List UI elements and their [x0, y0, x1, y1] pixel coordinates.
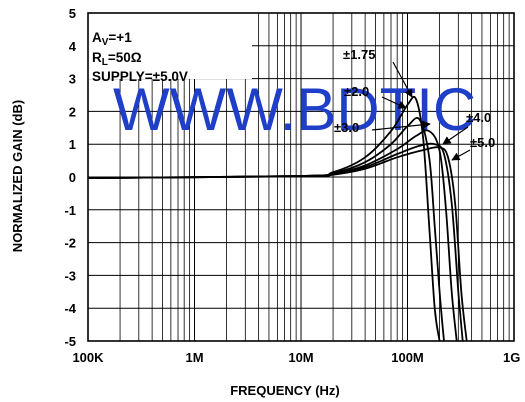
x-tick-labels: 100K 1M 10M 100M 1G: [72, 350, 520, 365]
annotation-arrow: [451, 149, 471, 161]
watermark: WWW.BDTIC: [113, 76, 476, 143]
x-tick-label: 1M: [185, 350, 203, 365]
annotation-3-0: ±3.0: [334, 120, 359, 135]
annotation-1-75: ±1.75: [343, 47, 375, 62]
y-tick-label: 1: [69, 137, 76, 152]
plot-frame: [87, 12, 515, 342]
annotation-arrow: [442, 126, 469, 145]
curve-annotations: ±1.75 ±2.0 ±3.0 ±4.0 ±5.0: [334, 47, 495, 150]
series-line: [88, 116, 445, 341]
x-tick-label: 100M: [391, 350, 424, 365]
y-tick-label: 4: [69, 39, 77, 54]
y-tick-label: 3: [69, 72, 76, 87]
y-tick-label: 2: [69, 104, 76, 119]
x-tick-label: 100K: [72, 350, 104, 365]
annotation-5-0: ±5.0: [470, 135, 495, 150]
annotation-4-0: ±4.0: [466, 110, 491, 125]
x-tick-label: 10M: [288, 350, 313, 365]
plot-border: [87, 12, 515, 342]
y-tick-label: -3: [64, 268, 76, 283]
series-line: [88, 129, 458, 341]
series-line: [88, 146, 468, 341]
condition-supply: SUPPLY=±5.0V: [92, 69, 188, 84]
y-tick-label: -1: [64, 203, 76, 218]
y-axis-title: NORMALIZED GAIN (dB): [10, 100, 25, 252]
y-tick-labels: 5 4 3 2 1 0 -1 -2 -3 -4 -5: [64, 6, 76, 349]
annotation-arrow: [392, 61, 413, 98]
y-tick-label: 0: [69, 170, 76, 185]
conditions-box: [88, 11, 252, 79]
x-tick-label: 1G: [503, 350, 520, 365]
y-tick-label: -4: [64, 301, 76, 316]
annotation-arrows: [371, 61, 471, 161]
annotation-2-0: ±2.0: [344, 84, 369, 99]
watermark-text: WWW.BDTIC: [113, 76, 476, 143]
test-conditions: AV=+1 RL=50Ω SUPPLY=±5.0V: [92, 30, 188, 84]
y-tick-label: -2: [64, 236, 76, 251]
x-axis-title: FREQUENCY (Hz): [230, 383, 340, 398]
annotation-arrow: [381, 96, 407, 109]
y-tick-label: -5: [64, 334, 76, 349]
annotation-arrow: [371, 120, 431, 131]
y-tick-label: 5: [69, 6, 76, 21]
